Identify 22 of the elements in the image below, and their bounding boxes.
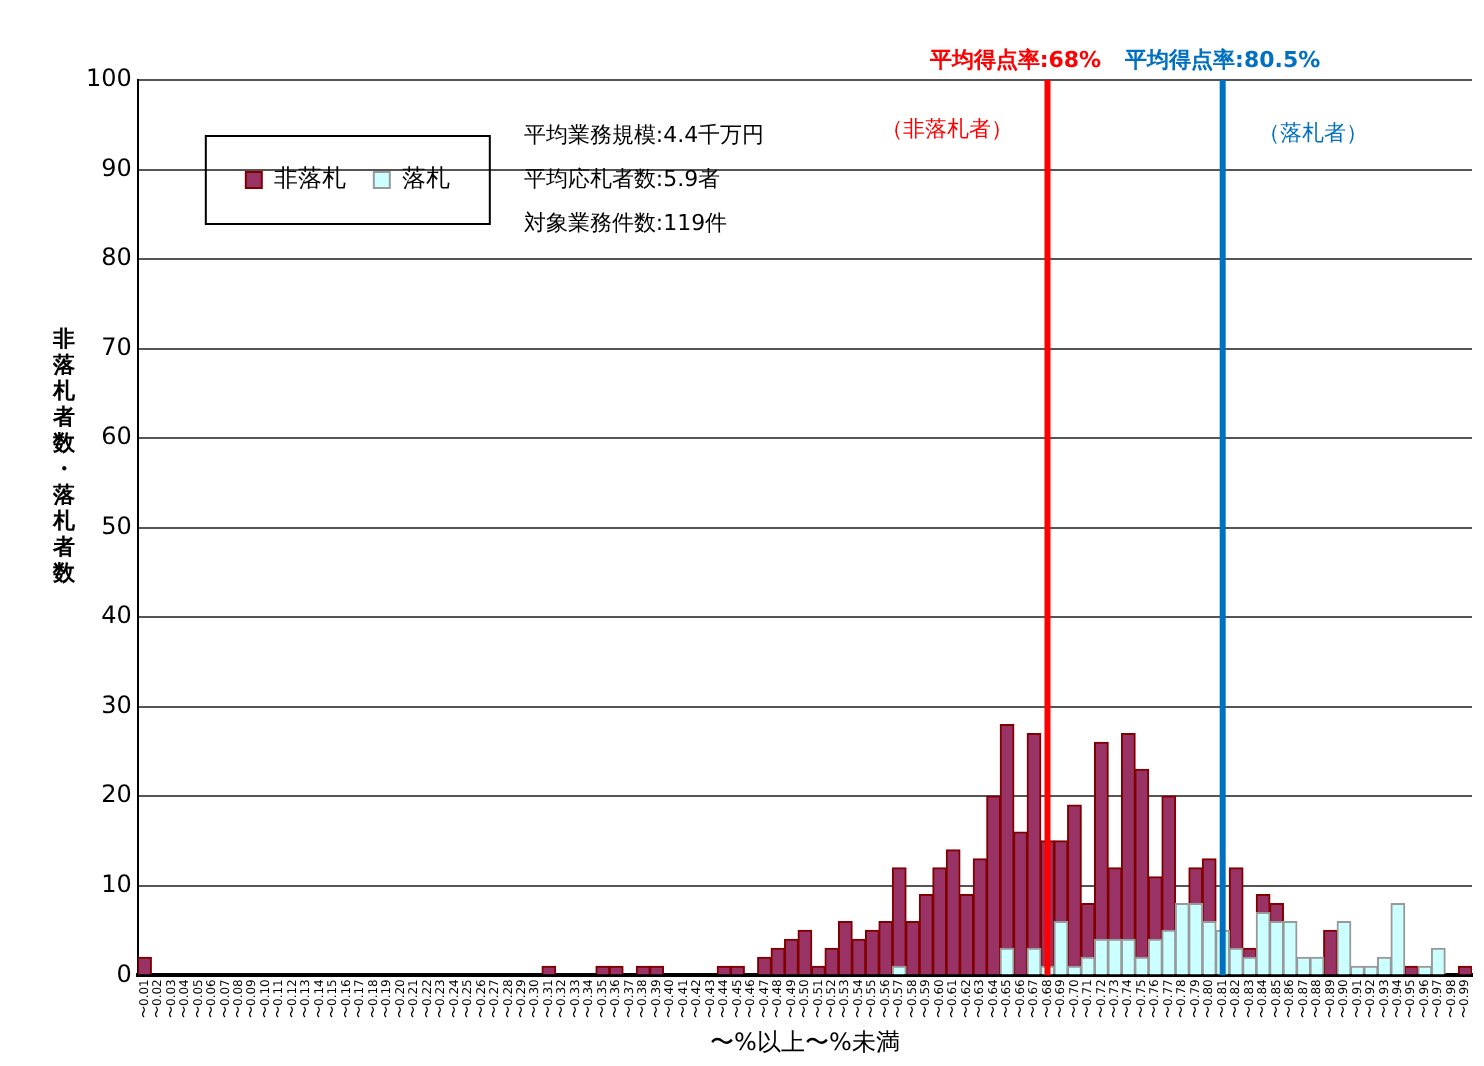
annotation: 平均応札者数:5.9者 — [523, 165, 721, 192]
y-tick-label: 10 — [101, 870, 132, 898]
y-tick-label: 50 — [101, 511, 132, 540]
y-tick-label: 30 — [101, 690, 132, 719]
y-tick-label: 70 — [101, 332, 132, 361]
annotation: 対象業務件数:119件 — [523, 209, 728, 236]
y-tick-label: 90 — [101, 153, 132, 182]
y-tick-label: 60 — [101, 422, 132, 451]
y-tick-label: 20 — [101, 780, 132, 809]
y-tick-label: 0 — [116, 959, 132, 988]
annotation: （落札者） — [1257, 119, 1368, 146]
ref-line-label: 平均得点率:68% — [927, 46, 1102, 73]
y-tick-label: 100 — [86, 64, 132, 93]
y-tick-label: 40 — [101, 601, 132, 630]
legend-label: 非落札 — [273, 164, 346, 193]
legend-label: 落札 — [401, 164, 450, 193]
annotation: （非落札者） — [881, 115, 1014, 142]
ref-line-label: 平均得点率:80.5% — [1123, 46, 1321, 73]
annotation: 平均業務規模:4.4千万円 — [523, 121, 765, 148]
text: 非落札者数・落札者数 — [53, 325, 75, 586]
y-tick-label: 80 — [101, 243, 132, 272]
x-axis-title: 〜%以上〜%未満 — [710, 1028, 900, 1057]
